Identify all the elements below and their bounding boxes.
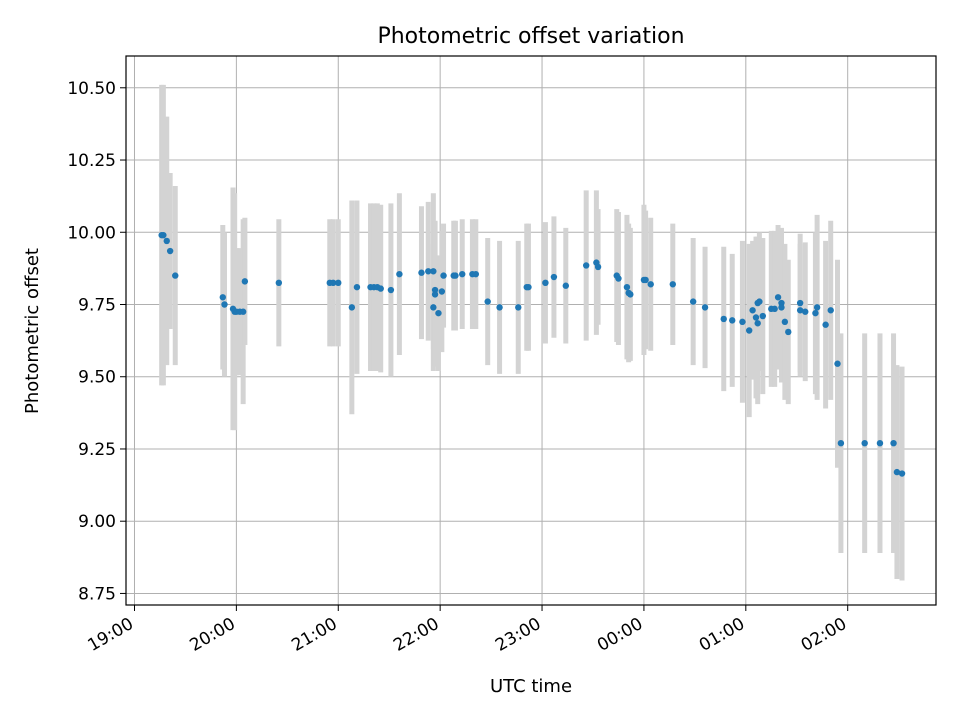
y-tick-label: 10.25 — [67, 151, 116, 171]
y-tick-label: 9.00 — [78, 512, 116, 532]
data-point — [239, 308, 247, 315]
y-tick-label: 9.75 — [78, 295, 116, 315]
data-point — [802, 308, 809, 315]
data-point — [166, 247, 174, 255]
data-point — [431, 291, 439, 298]
data-point — [861, 439, 868, 447]
data-point — [418, 269, 425, 276]
data-point — [647, 281, 654, 288]
data-point — [752, 314, 760, 321]
data-point — [720, 315, 727, 323]
data-point — [594, 263, 602, 271]
data-point — [472, 270, 480, 278]
data-point — [876, 439, 884, 447]
data-point — [796, 307, 804, 314]
data-point — [813, 304, 821, 311]
y-tick-label: 10.50 — [67, 79, 116, 99]
data-point — [822, 321, 829, 328]
data-point — [430, 268, 437, 275]
data-point — [739, 318, 746, 326]
data-point — [701, 304, 709, 311]
data-point — [496, 304, 503, 311]
data-point — [642, 276, 649, 284]
y-tick-label: 8.75 — [78, 584, 116, 604]
data-point — [160, 231, 167, 239]
chart-title: Photometric offset variation — [377, 24, 684, 49]
data-point — [759, 312, 766, 320]
data-point — [834, 360, 841, 367]
data-point — [898, 470, 906, 477]
y-axis-label: Photometric offset — [22, 248, 43, 414]
data-point — [438, 288, 446, 295]
data-point — [689, 298, 697, 305]
data-point — [756, 298, 763, 305]
data-point — [163, 237, 170, 245]
data-point — [837, 439, 845, 447]
data-point — [329, 279, 337, 287]
y-tick-label: 9.25 — [78, 440, 116, 460]
data-point — [893, 468, 901, 476]
data-point — [778, 304, 785, 311]
data-point — [221, 301, 228, 308]
data-point — [774, 294, 782, 301]
data-point — [484, 298, 491, 305]
data-point — [542, 279, 549, 287]
data-point — [335, 279, 342, 287]
data-point — [440, 272, 447, 279]
data-point — [525, 283, 532, 291]
data-point — [396, 270, 403, 278]
data-point — [729, 317, 736, 324]
data-point — [459, 270, 466, 278]
data-point — [749, 307, 756, 314]
data-point — [435, 309, 442, 317]
data-point — [550, 273, 558, 281]
data-point — [785, 328, 792, 336]
data-point — [781, 318, 789, 326]
grid-lines — [126, 56, 936, 605]
data-point — [387, 286, 395, 294]
data-point — [615, 275, 622, 282]
y-axis-ticks: 8.75 9.00 9.25 9.50 9.75 10.00 10.25 10.50 — [67, 79, 126, 604]
data-point — [623, 283, 631, 291]
x-axis-label: UTC time — [490, 676, 572, 697]
data-point — [796, 299, 804, 307]
data-point — [746, 327, 753, 334]
plot-frame — [125, 55, 937, 606]
data-point — [515, 304, 522, 311]
data-points — [158, 231, 906, 477]
y-tick-label: 10.00 — [67, 223, 116, 243]
data-point — [172, 272, 179, 279]
data-point — [430, 304, 437, 311]
data-point — [890, 439, 897, 447]
data-point — [562, 282, 570, 289]
data-point — [582, 262, 590, 269]
data-point — [669, 281, 676, 288]
data-point — [425, 268, 432, 275]
data-point — [812, 309, 819, 317]
data-point — [827, 307, 834, 314]
data-point — [353, 283, 361, 291]
data-point — [219, 294, 226, 301]
data-point — [377, 285, 384, 292]
data-point — [452, 272, 459, 279]
data-point — [348, 304, 356, 311]
data-point — [275, 279, 283, 287]
y-tick-label: 9.50 — [78, 368, 116, 388]
data-point — [627, 291, 634, 298]
data-point — [754, 320, 761, 327]
data-point — [771, 305, 778, 313]
data-point — [241, 278, 249, 285]
